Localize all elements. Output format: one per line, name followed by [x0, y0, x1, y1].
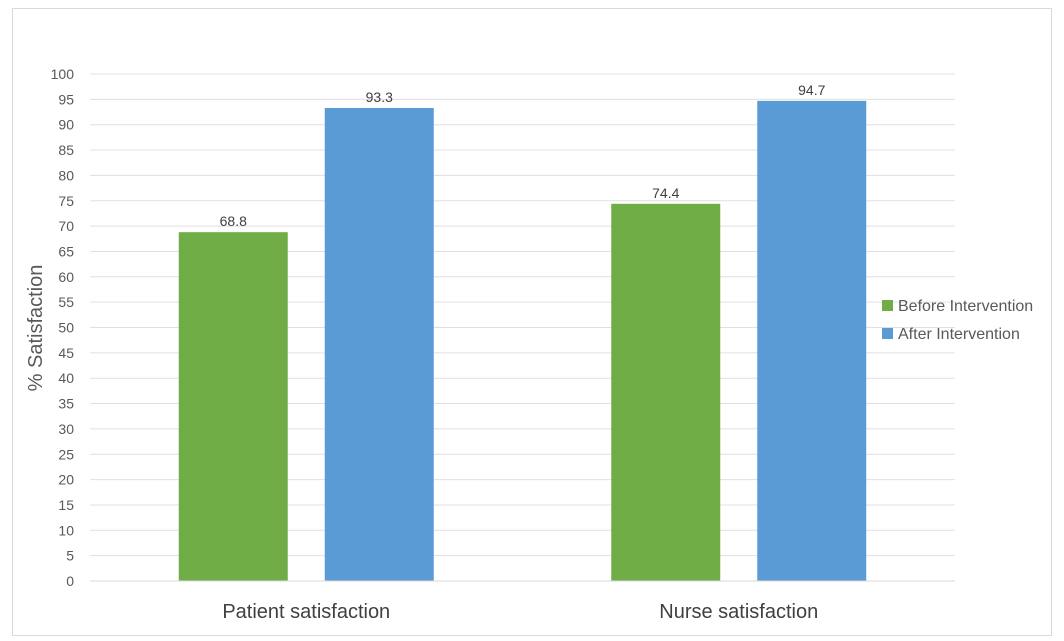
data-label: 93.3 — [366, 89, 393, 105]
x-category-label: Patient satisfaction — [222, 601, 390, 623]
y-tick-label: 90 — [58, 117, 74, 133]
x-category-label: Nurse satisfaction — [659, 601, 818, 623]
y-tick-label: 30 — [58, 421, 74, 437]
y-tick-label: 60 — [58, 269, 74, 285]
data-label: 74.4 — [652, 185, 679, 201]
y-tick-label: 55 — [58, 294, 74, 310]
y-axis-label: % Satisfaction — [25, 265, 47, 392]
y-tick-label: 35 — [58, 396, 74, 412]
x-axis-categories: Patient satisfaction Nurse satisfaction — [222, 601, 818, 623]
y-tick-label: 25 — [58, 446, 74, 462]
bar — [757, 100, 867, 581]
bars — [178, 100, 867, 582]
legend-swatch — [882, 328, 893, 339]
y-tick-label: 20 — [58, 472, 74, 488]
y-tick-label: 40 — [58, 370, 74, 386]
legend-label: Before Intervention — [898, 298, 1033, 315]
bar — [611, 203, 721, 582]
y-tick-label: 75 — [58, 193, 74, 209]
legend-swatch — [882, 300, 893, 311]
data-labels: 68.8 93.3 74.4 94.7 — [220, 82, 826, 229]
y-tick-label: 45 — [58, 345, 74, 361]
y-tick-label: 65 — [58, 243, 74, 259]
y-tick-label: 15 — [58, 497, 74, 513]
y-tick-label: 80 — [58, 167, 74, 183]
legend-label: After Intervention — [898, 326, 1020, 343]
y-tick-label: 70 — [58, 218, 74, 234]
y-tick-label: 0 — [66, 573, 74, 589]
bar — [178, 232, 288, 581]
y-tick-label: 100 — [51, 66, 75, 82]
data-label: 94.7 — [798, 82, 825, 98]
y-tick-label: 95 — [58, 91, 74, 107]
y-tick-label: 85 — [58, 142, 74, 158]
y-tick-label: 10 — [58, 522, 74, 538]
y-axis-ticks: 0 5 10 15 20 25 30 35 40 45 50 55 60 65 70 75 80 85 90 95 10… — [51, 66, 75, 589]
bar — [324, 107, 434, 582]
legend: Before Intervention After Intervention — [882, 298, 1033, 343]
y-tick-label: 50 — [58, 320, 74, 336]
data-label: 68.8 — [220, 213, 247, 229]
y-tick-label: 5 — [66, 548, 74, 564]
